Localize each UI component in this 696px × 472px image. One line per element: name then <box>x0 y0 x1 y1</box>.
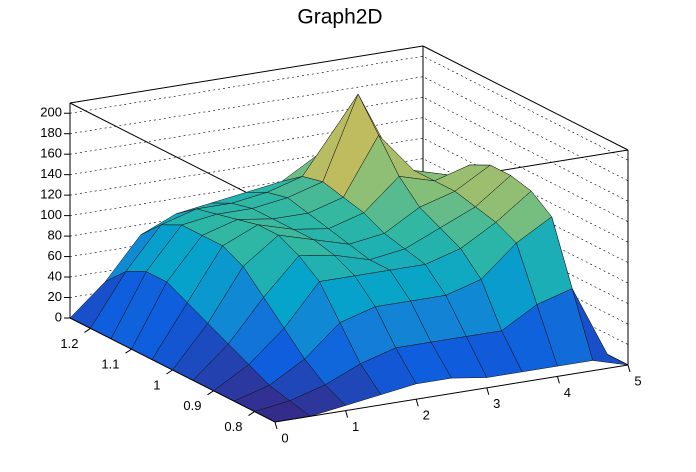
grid-line <box>69 117 629 222</box>
x-tick-label: 2 <box>423 408 430 423</box>
y-tick <box>248 411 255 417</box>
x-tick <box>415 399 419 407</box>
z-tick-label: 200 <box>40 105 62 120</box>
y-tick-label: 1.1 <box>101 357 119 372</box>
z-tick-label: 0 <box>55 309 62 324</box>
x-tick-label: 1 <box>352 419 359 434</box>
y-tick <box>84 327 91 333</box>
z-tick-label: 40 <box>48 268 62 283</box>
x-tick-label: 3 <box>493 396 500 411</box>
z-tick-label: 60 <box>48 248 62 263</box>
x-tick <box>486 387 490 395</box>
box-edge <box>69 45 424 104</box>
box-edge <box>69 102 276 208</box>
x-axis <box>274 364 629 423</box>
z-tick-label: 120 <box>40 187 62 202</box>
x-tick <box>627 364 631 373</box>
y-tick <box>166 369 173 375</box>
y-tick-label: 1.2 <box>60 336 78 351</box>
x-tick <box>274 421 278 430</box>
x-tick <box>345 410 349 418</box>
y-tick-label: 1 <box>153 377 160 392</box>
grid-line <box>69 55 629 161</box>
x-tick-label: 4 <box>564 385 571 400</box>
z-tick-label: 140 <box>40 166 62 181</box>
z-tick-label: 20 <box>48 289 62 304</box>
x-tick-label: 5 <box>634 373 641 388</box>
z-tick-label: 160 <box>40 146 62 161</box>
y-tick-label: 0.8 <box>224 419 242 434</box>
box-edge <box>422 45 629 151</box>
grid-line <box>69 76 629 181</box>
y-tick <box>207 390 214 396</box>
x-tick-label: 0 <box>281 430 288 445</box>
z-tick-label: 180 <box>40 125 62 140</box>
x-tick <box>556 376 560 384</box>
z-tick-label: 100 <box>40 207 62 222</box>
y-tick <box>125 348 132 354</box>
y-tick-label: 0.9 <box>183 398 201 413</box>
grid-line <box>69 96 629 202</box>
grid-line <box>69 158 629 263</box>
grid-line <box>69 137 629 243</box>
chart-title: Graph2D <box>297 6 382 29</box>
z-tick-label: 80 <box>48 228 62 243</box>
